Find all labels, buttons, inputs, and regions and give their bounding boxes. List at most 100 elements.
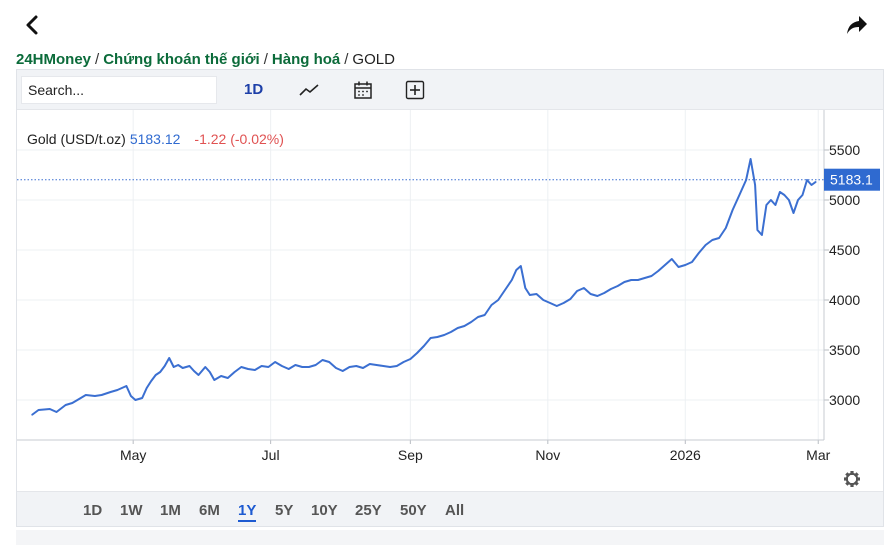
price-data-point <box>788 199 790 201</box>
calendar-icon <box>354 81 372 99</box>
price-data-point <box>556 305 558 307</box>
range-button-25y[interactable]: 25Y <box>355 502 382 519</box>
price-data-point <box>335 367 337 369</box>
price-data-point <box>403 361 405 363</box>
price-data-point <box>362 367 364 369</box>
breadcrumb-category-link[interactable]: Hàng hoá <box>271 51 341 68</box>
price-data-point <box>382 365 384 367</box>
price-data-point <box>524 287 526 289</box>
price-data-point <box>678 266 679 268</box>
y-tick-label: 3500 <box>829 342 860 358</box>
price-data-point <box>617 285 619 287</box>
price-data-point <box>141 397 143 399</box>
interval-button[interactable]: 1D <box>244 81 264 98</box>
price-data-point <box>623 281 625 283</box>
price-data-point <box>409 358 411 360</box>
x-tick-label: Jul <box>262 447 280 463</box>
price-data-point <box>569 298 571 300</box>
price-data-point <box>110 391 112 393</box>
price-data-point <box>150 380 152 382</box>
price-data-point <box>463 325 465 327</box>
price-data-point <box>657 270 659 272</box>
range-button-5y[interactable]: 5Y <box>275 502 294 519</box>
price-data-point <box>484 314 486 316</box>
legend-symbol: Gold (USD/t.oz) <box>27 131 126 147</box>
price-data-point <box>288 368 290 370</box>
range-button-1d[interactable]: 1D <box>83 502 103 519</box>
price-data-point <box>443 334 445 336</box>
price-series-line <box>31 158 817 416</box>
range-button-50y[interactable]: 50Y <box>400 502 427 519</box>
symbol-search-input[interactable] <box>21 76 217 104</box>
date-range-button[interactable] <box>351 79 375 101</box>
price-data-point <box>576 290 578 292</box>
price-chart[interactable]: 3000 3500 4000 4500 5000 5500 May Jul Sep Nov 2026… <box>17 110 883 491</box>
price-data-point <box>797 199 799 201</box>
breadcrumb-section-link[interactable]: Chứng khoán thế giới <box>103 51 260 68</box>
price-data-point <box>491 304 492 306</box>
price-data-point <box>596 295 598 297</box>
price-data-point <box>274 361 276 363</box>
chevron-left-icon <box>26 15 38 35</box>
chart-style-button[interactable] <box>297 79 321 101</box>
breadcrumb-root-link[interactable]: 24HMoney <box>16 51 92 68</box>
price-data-point <box>745 179 747 181</box>
range-button-1m[interactable]: 1M <box>160 502 181 519</box>
chart-area[interactable]: 3000 3500 4000 4500 5000 5500 May Jul Sep Nov 2026… <box>17 110 883 491</box>
price-data-point <box>209 371 211 373</box>
price-data-point <box>754 184 756 186</box>
price-data-point <box>31 414 33 416</box>
range-button-10y[interactable]: 10Y <box>311 502 338 519</box>
price-data-point <box>725 227 727 229</box>
price-data-point <box>811 184 812 186</box>
price-data-point <box>793 212 794 214</box>
price-data-point <box>177 364 179 366</box>
range-button-1w[interactable]: 1W <box>120 502 143 519</box>
range-button-6m[interactable]: 6M <box>199 502 220 519</box>
price-data-point <box>563 302 565 304</box>
price-data-point <box>173 366 175 368</box>
range-button-all[interactable]: All <box>445 502 465 519</box>
price-data-point <box>529 294 531 296</box>
price-data-point <box>520 265 522 267</box>
price-data-point <box>691 261 693 263</box>
price-data-point <box>630 279 632 281</box>
price-data-point <box>423 345 425 347</box>
last-price-tag <box>824 168 880 191</box>
price-data-point <box>765 204 767 206</box>
legend-change: -1.22 (-0.02%) <box>194 131 284 147</box>
share-button[interactable] <box>840 10 874 40</box>
chart-settings-icon[interactable] <box>844 471 860 487</box>
price-data-point <box>416 352 418 354</box>
price-data-point <box>542 299 544 301</box>
chart-toolbar: 1D <box>17 70 883 110</box>
price-data-point <box>590 293 592 295</box>
price-data-point <box>134 399 136 401</box>
price-data-point <box>783 194 785 196</box>
price-data-point <box>802 194 803 196</box>
price-data-point <box>549 302 551 304</box>
price-data-point <box>718 237 720 239</box>
price-data-point <box>204 366 206 368</box>
add-comparison-button[interactable] <box>403 79 427 101</box>
price-data-point <box>38 409 39 411</box>
price-data-point <box>308 366 310 368</box>
footer-strip <box>16 530 884 545</box>
chart-widget: 1D 3000 3500 4000 4500 5000 5500 <box>16 69 884 527</box>
price-data-point <box>651 275 652 277</box>
price-data-point <box>369 363 371 365</box>
price-data-point <box>603 292 605 294</box>
range-button-1y[interactable]: 1Y <box>238 502 257 522</box>
price-data-point <box>761 234 763 236</box>
price-data-point <box>536 293 537 295</box>
x-tick-label: May <box>120 447 146 463</box>
y-tick-label: 3000 <box>829 392 860 408</box>
plus-square-icon <box>405 80 425 100</box>
price-data-point <box>301 366 303 368</box>
price-data-point <box>504 289 506 291</box>
breadcrumb-current: GOLD <box>352 51 395 68</box>
price-data-point <box>342 370 344 372</box>
price-data-point <box>457 327 459 329</box>
x-tick-label: Nov <box>535 447 560 463</box>
back-button[interactable] <box>16 10 50 40</box>
